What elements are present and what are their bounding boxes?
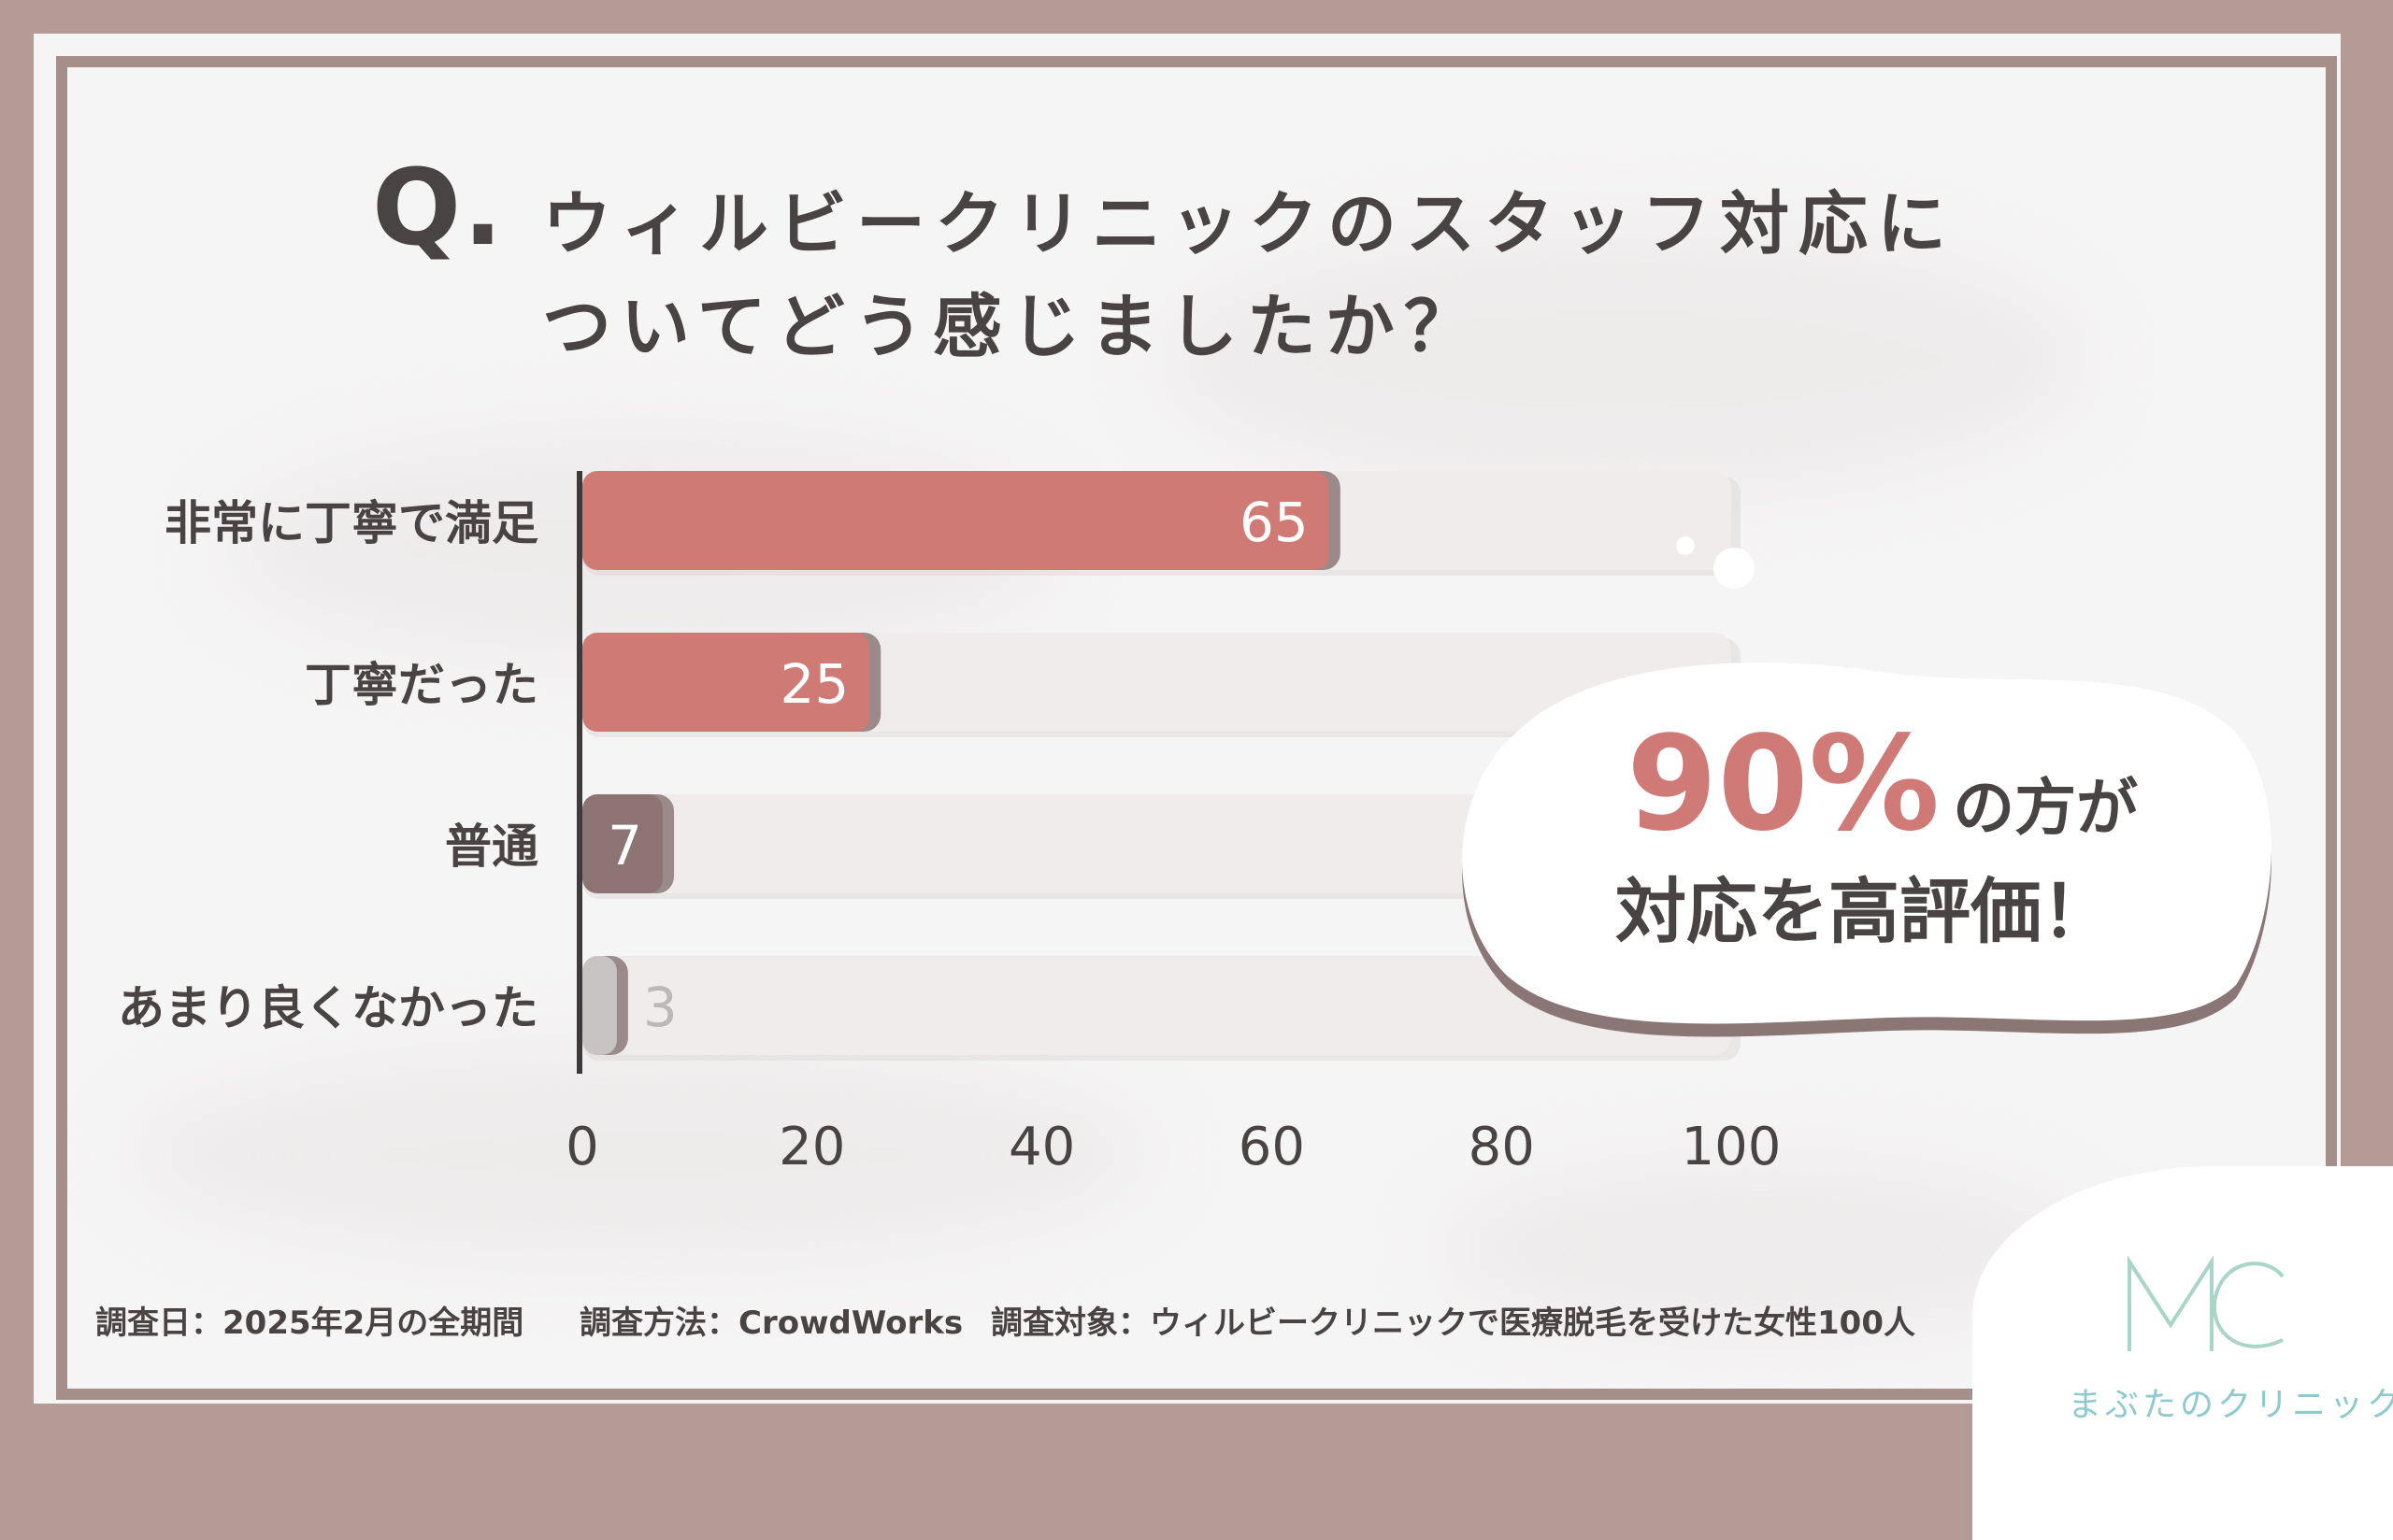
callout-line2: 対応を高評価！: [1615, 870, 2113, 953]
x-tick-label: 0: [566, 1117, 599, 1177]
bar: [582, 471, 1329, 570]
bar: [582, 633, 870, 732]
category-label: 普通: [445, 820, 538, 874]
decorative-dot: [1676, 536, 1695, 555]
bar-track: [582, 794, 1731, 893]
clinic-logo-icon: MC: [2128, 1255, 2285, 1351]
bar-track: [582, 956, 1731, 1055]
decorative-shadow: [1155, 221, 2090, 501]
question-mark-label: Q.: [372, 148, 505, 269]
decorative-dot: [1713, 548, 1755, 589]
x-tick-label: 60: [1239, 1117, 1305, 1177]
callout-suffix: の方が: [1953, 772, 2139, 844]
bar-chart: 65 非常に丁寧で満足 25 丁寧だった 7 普通 3 あまり良くなかった 0 20 40 60 80 1…: [118, 471, 1782, 1177]
bar-value-label: 7: [608, 814, 642, 877]
x-tick-label: 80: [1469, 1117, 1535, 1177]
footer-date: 調査日：2025年2月の全期間: [95, 1305, 524, 1342]
callout-bubble: [1462, 663, 2271, 1037]
category-label: 丁寧だった: [305, 658, 538, 712]
clinic-logo-name: まぶたのクリニック: [2068, 1386, 2393, 1424]
callout-line1: 90% の方が: [1626, 708, 2138, 861]
x-tick-label: 40: [1009, 1117, 1075, 1177]
callout-percent: 90%: [1626, 708, 1941, 861]
category-label: あまり良くなかった: [118, 981, 538, 1035]
x-tick-label: 20: [779, 1117, 845, 1177]
footer-method: 調査方法：CrowdWorks: [580, 1305, 964, 1342]
question-title-line1: ウィルビークリニックのスタッフ対応に: [542, 184, 1956, 264]
question-title-line2: ついてどう感じましたか？: [542, 287, 1483, 367]
y-axis-line: [577, 471, 582, 1074]
bar-value-label: 3: [643, 976, 678, 1039]
category-label: 非常に丁寧で満足: [165, 496, 538, 550]
bar: [582, 956, 617, 1055]
bar-value-label: 65: [1239, 491, 1309, 554]
footer-target: 調査対象：ウィルビークリニックで医療脱毛を受けた女性100人: [991, 1305, 1915, 1342]
bar-value-label: 25: [780, 652, 849, 716]
bar: [582, 794, 664, 893]
x-tick-label: 100: [1682, 1117, 1782, 1177]
decorative-shadow: [127, 1043, 1155, 1267]
